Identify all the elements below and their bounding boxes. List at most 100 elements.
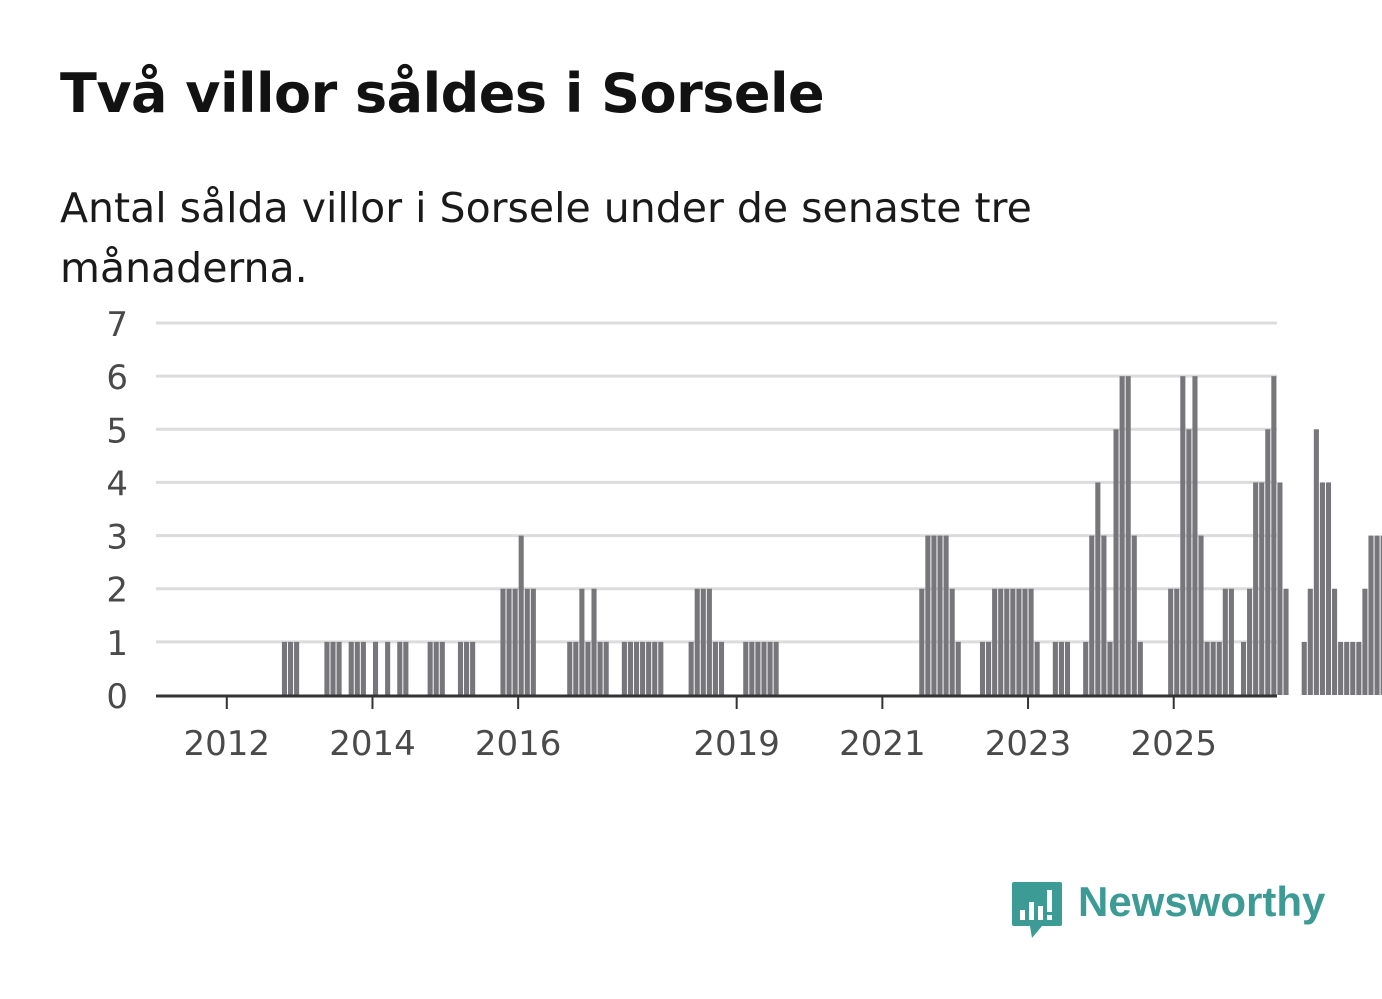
bar bbox=[1107, 641, 1113, 695]
x-tick-label: 2012 bbox=[184, 724, 271, 764]
bar bbox=[403, 641, 409, 695]
bar bbox=[336, 641, 342, 695]
bar bbox=[1131, 535, 1137, 695]
bar bbox=[427, 641, 433, 695]
bar bbox=[1137, 641, 1143, 695]
brand-name: Newsworthy bbox=[1078, 878, 1326, 925]
bar bbox=[1307, 588, 1313, 695]
bar bbox=[979, 641, 986, 695]
bar bbox=[986, 641, 992, 695]
bar bbox=[1344, 641, 1350, 695]
chart-subtitle: Antal sålda villor i Sorsele under de se… bbox=[60, 184, 1032, 292]
bar bbox=[1010, 588, 1016, 695]
bar bbox=[931, 535, 937, 695]
bar bbox=[1125, 376, 1131, 695]
x-tick-label: 2021 bbox=[839, 724, 926, 764]
bar bbox=[1216, 641, 1222, 695]
bar bbox=[287, 641, 294, 695]
bar bbox=[621, 641, 627, 695]
bar bbox=[573, 641, 579, 695]
bar bbox=[439, 641, 445, 695]
bar bbox=[1119, 376, 1125, 695]
bar bbox=[1186, 429, 1192, 695]
bar bbox=[658, 641, 664, 695]
bar bbox=[294, 641, 300, 695]
bar bbox=[464, 641, 470, 695]
bar bbox=[372, 641, 379, 695]
bar bbox=[1101, 535, 1107, 695]
bar bbox=[1058, 641, 1064, 695]
y-tick-label: 3 bbox=[106, 518, 128, 558]
bar bbox=[1198, 535, 1204, 695]
bar bbox=[1368, 535, 1374, 695]
bar bbox=[1356, 641, 1362, 695]
y-tick-label: 0 bbox=[106, 677, 128, 717]
bar bbox=[1192, 376, 1198, 695]
bar bbox=[1028, 588, 1034, 695]
bar bbox=[518, 535, 524, 695]
bar bbox=[992, 588, 998, 695]
bar bbox=[652, 641, 658, 695]
y-tick-label: 2 bbox=[106, 571, 128, 611]
bar bbox=[1362, 588, 1368, 695]
y-tick-label: 6 bbox=[106, 358, 128, 398]
bar bbox=[567, 641, 573, 695]
bar bbox=[385, 641, 391, 695]
y-tick-label: 7 bbox=[106, 305, 128, 345]
x-tick-label: 2025 bbox=[1130, 724, 1217, 764]
chart-title: Två villor såldes i Sorsele bbox=[60, 62, 825, 125]
bar bbox=[706, 588, 712, 695]
bar bbox=[579, 588, 585, 695]
bar bbox=[1228, 588, 1234, 695]
bar bbox=[1338, 641, 1344, 695]
bar bbox=[1222, 588, 1228, 695]
bar bbox=[1083, 641, 1089, 695]
bar bbox=[1052, 641, 1058, 695]
bar bbox=[1016, 588, 1022, 695]
x-tick-label: 2023 bbox=[985, 724, 1072, 764]
bar bbox=[718, 641, 725, 695]
bar bbox=[955, 641, 961, 695]
bar bbox=[749, 641, 755, 695]
x-tick-label: 2014 bbox=[329, 724, 416, 764]
bar bbox=[712, 641, 718, 695]
bar bbox=[1271, 376, 1277, 695]
x-tick-label: 2019 bbox=[693, 724, 780, 764]
bar bbox=[1174, 588, 1180, 695]
bar bbox=[1319, 482, 1325, 695]
bar bbox=[324, 641, 330, 695]
bar bbox=[1283, 588, 1289, 695]
bar bbox=[1089, 535, 1095, 695]
bar bbox=[603, 641, 609, 695]
bar bbox=[1034, 641, 1040, 695]
bar bbox=[1064, 641, 1071, 695]
bar bbox=[1313, 429, 1319, 695]
y-tick-label: 1 bbox=[106, 624, 128, 664]
bar bbox=[354, 641, 360, 695]
bar bbox=[1277, 482, 1283, 695]
bar bbox=[433, 641, 439, 695]
bar bbox=[470, 641, 476, 695]
bar bbox=[1168, 588, 1174, 695]
bar bbox=[281, 641, 288, 695]
bar bbox=[640, 641, 646, 695]
bar bbox=[397, 641, 403, 695]
bar bbox=[1210, 641, 1216, 695]
bar bbox=[457, 641, 464, 695]
bar bbox=[1247, 588, 1253, 695]
bar bbox=[1180, 376, 1186, 695]
bar bbox=[1259, 482, 1265, 695]
bar bbox=[646, 641, 652, 695]
bar bbox=[524, 588, 530, 695]
bar bbox=[1374, 535, 1380, 695]
bar bbox=[1380, 535, 1382, 695]
newsworthy-logo-icon bbox=[1012, 882, 1062, 938]
bar bbox=[512, 588, 518, 695]
bar bbox=[1204, 641, 1210, 695]
bar bbox=[773, 641, 779, 695]
bar bbox=[627, 641, 633, 695]
bar bbox=[360, 641, 366, 695]
bar bbox=[1253, 482, 1259, 695]
bar bbox=[1325, 482, 1332, 695]
bar bbox=[743, 641, 749, 695]
